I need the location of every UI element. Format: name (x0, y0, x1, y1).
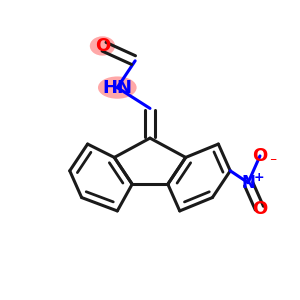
Text: N: N (241, 174, 255, 192)
Ellipse shape (90, 36, 115, 56)
Text: ⁻: ⁻ (269, 155, 276, 169)
Text: O: O (95, 37, 110, 55)
Ellipse shape (98, 76, 136, 99)
Text: O: O (252, 200, 268, 218)
Text: HN: HN (102, 79, 132, 97)
Text: O: O (252, 147, 268, 165)
Text: +: + (254, 171, 265, 184)
